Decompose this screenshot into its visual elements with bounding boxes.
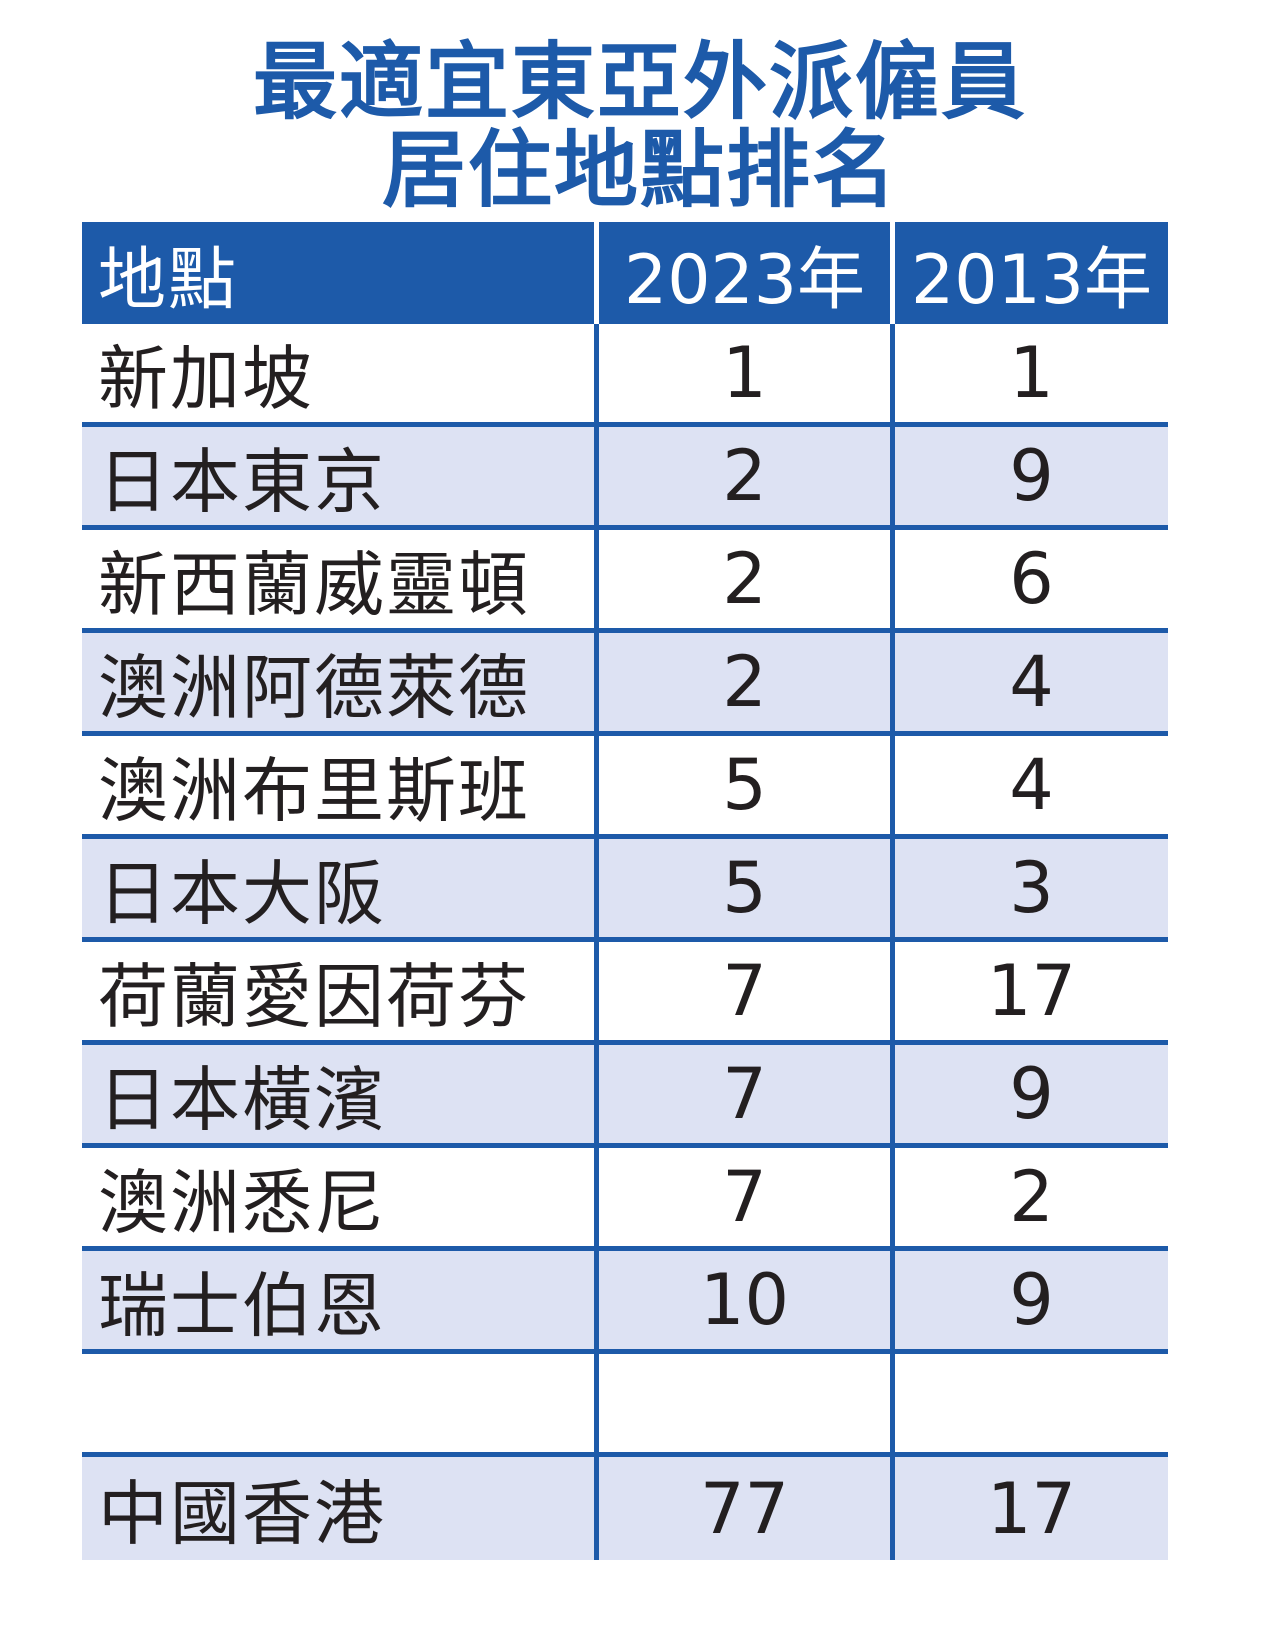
place-cell: 澳洲悉尼	[98, 1161, 386, 1244]
ranking-table: 地點 2023年 2013年 新加坡 1 1 日本東京 2 9 新西蘭威靈頓 2 6 澳洲阿德萊德…	[82, 222, 1168, 1560]
rank-2013-cell: 2	[890, 1148, 1168, 1246]
table-row: 日本橫濱 7 9	[82, 1045, 1168, 1148]
place-cell: 中國香港	[98, 1473, 386, 1555]
rank-2013-cell: 17	[890, 1457, 1168, 1560]
place-cell: 日本大阪	[98, 852, 386, 935]
rank-2013-cell	[890, 1354, 1168, 1452]
rank-2013-cell: 9	[890, 1045, 1168, 1143]
rank-2013-cell: 17	[890, 942, 1168, 1040]
rank-2023-cell: 5	[594, 736, 890, 834]
rank-2023-cell: 1	[594, 324, 890, 422]
table-row: 澳洲阿德萊德 2 4	[82, 633, 1168, 736]
place-cell: 新加坡	[98, 337, 314, 420]
column-header-2023: 2023年	[594, 222, 890, 324]
column-header-2013: 2013年	[890, 222, 1168, 324]
chart-title-line-1: 最適宜東亞外派僱員	[252, 33, 1027, 131]
rank-2023-cell: 10	[594, 1251, 890, 1349]
place-cell	[82, 1354, 594, 1452]
rank-2023-cell: 7	[594, 942, 890, 1040]
place-cell: 澳洲布里斯班	[98, 749, 530, 832]
rank-2013-cell: 4	[890, 736, 1168, 834]
rank-2013-cell: 9	[890, 1251, 1168, 1349]
rank-2013-cell: 3	[890, 839, 1168, 937]
table-row: 中國香港 77 17	[82, 1457, 1168, 1560]
place-cell: 瑞士伯恩	[98, 1264, 386, 1347]
table-row: 瑞士伯恩 10 9	[82, 1251, 1168, 1354]
place-cell: 荷蘭愛因荷芬	[98, 955, 530, 1038]
place-cell: 日本橫濱	[98, 1058, 386, 1141]
table-row: 日本大阪 5 3	[82, 839, 1168, 942]
rank-2023-cell	[594, 1354, 890, 1452]
place-cell: 新西蘭威靈頓	[98, 543, 530, 626]
rank-2013-cell: 9	[890, 427, 1168, 525]
place-cell: 日本東京	[98, 440, 386, 523]
rank-2013-cell: 6	[890, 530, 1168, 628]
table-row: 新加坡 1 1	[82, 324, 1168, 427]
rank-2023-cell: 2	[594, 633, 890, 731]
column-header-place: 地點	[98, 240, 239, 320]
rank-2023-cell: 5	[594, 839, 890, 937]
rank-2023-cell: 2	[594, 427, 890, 525]
table-header-row: 地點 2023年 2013年	[82, 222, 1168, 324]
chart-title-line-2: 居住地點排名	[381, 121, 898, 219]
rank-2023-cell: 7	[594, 1045, 890, 1143]
rank-2023-cell: 7	[594, 1148, 890, 1246]
table-row	[82, 1354, 1168, 1457]
rank-2013-cell: 1	[890, 324, 1168, 422]
rank-2023-cell: 77	[594, 1457, 890, 1560]
rank-2013-cell: 4	[890, 633, 1168, 731]
place-cell: 澳洲阿德萊德	[98, 646, 530, 729]
table-row: 日本東京 2 9	[82, 427, 1168, 530]
table-row: 荷蘭愛因荷芬 7 17	[82, 942, 1168, 1045]
table-row: 澳洲布里斯班 5 4	[82, 736, 1168, 839]
table-row: 新西蘭威靈頓 2 6	[82, 530, 1168, 633]
table-row: 澳洲悉尼 7 2	[82, 1148, 1168, 1251]
table-body: 新加坡 1 1 日本東京 2 9 新西蘭威靈頓 2 6 澳洲阿德萊德 2 4 澳洲布里斯班 5 4 日本大阪 5…	[82, 324, 1168, 1560]
rank-2023-cell: 2	[594, 530, 890, 628]
